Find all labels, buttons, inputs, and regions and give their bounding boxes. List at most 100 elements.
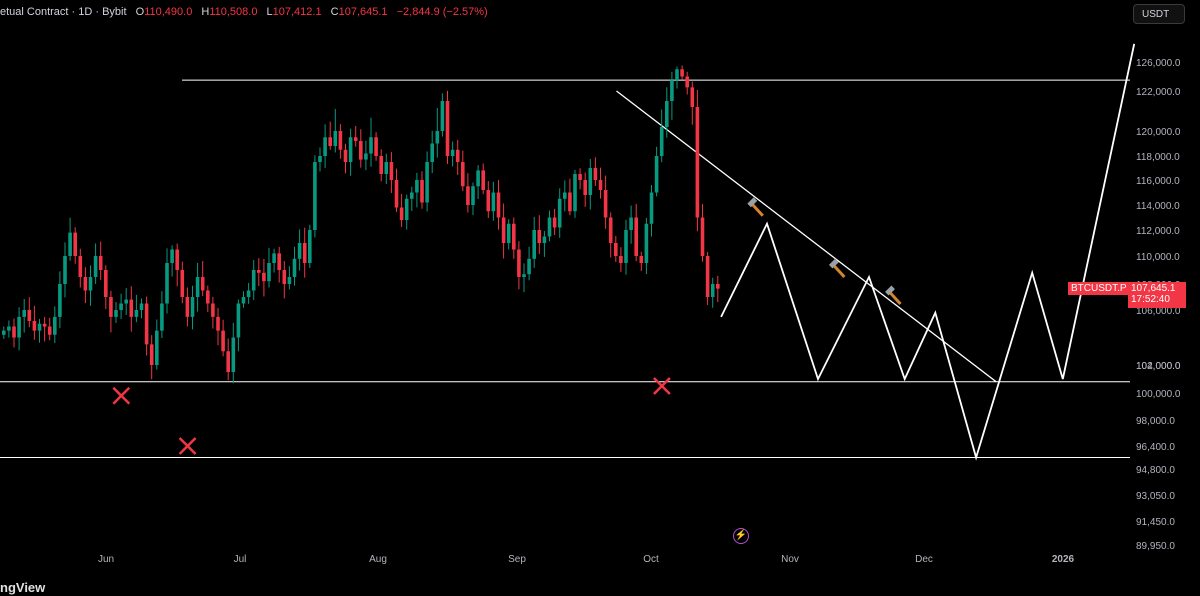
price-axis-label: 120,000.0	[1136, 127, 1181, 138]
close-value: 107,645.1	[338, 6, 388, 18]
candle	[175, 243, 179, 287]
candle-body	[257, 270, 261, 273]
candle-body	[665, 101, 669, 127]
candle	[297, 229, 302, 271]
candle	[17, 307, 21, 351]
candle	[226, 338, 230, 381]
candle	[241, 291, 246, 308]
candle-body	[445, 101, 450, 156]
candle-body	[313, 162, 317, 230]
candle-body	[2, 330, 6, 335]
candle-body	[53, 316, 57, 335]
candle-body	[353, 137, 358, 141]
candle-body	[221, 330, 225, 352]
candle	[129, 286, 134, 332]
price-axis-label: 104,000.0	[1136, 361, 1181, 372]
candle	[348, 128, 353, 176]
hammer-icon	[828, 258, 846, 279]
candle-body	[522, 274, 526, 277]
cross-stroke	[653, 377, 671, 395]
candle	[619, 247, 623, 272]
candle-body	[98, 256, 103, 270]
candle	[42, 316, 47, 342]
candle	[216, 307, 220, 346]
candle	[476, 165, 480, 200]
candle-body	[440, 101, 445, 131]
candle	[302, 227, 307, 278]
candle-body	[685, 76, 689, 88]
low-label: L	[266, 6, 273, 18]
candle	[262, 258, 266, 297]
candle	[353, 125, 358, 147]
candle	[379, 149, 383, 182]
candle	[200, 260, 205, 297]
candle-body	[471, 186, 475, 205]
candle-body	[246, 290, 251, 297]
candle-body	[73, 232, 77, 256]
candle	[22, 298, 26, 333]
candle	[27, 297, 32, 328]
candle	[512, 217, 516, 259]
candle	[272, 248, 276, 273]
candle	[690, 81, 695, 125]
hammer-handle	[832, 263, 846, 279]
candle	[450, 141, 455, 167]
candle	[629, 205, 633, 244]
candle	[420, 171, 424, 209]
lightning-icon[interactable]: ⚡	[733, 528, 749, 544]
footer-brand: ngView	[0, 580, 46, 595]
cross-marker	[653, 377, 671, 395]
candle	[267, 247, 271, 288]
candle	[552, 208, 557, 236]
trendline-layer	[616, 90, 997, 383]
currency-button[interactable]: USDT	[1133, 4, 1185, 24]
candle	[593, 157, 598, 186]
candle-body	[338, 131, 343, 150]
candle	[440, 93, 445, 137]
candle	[588, 158, 593, 210]
candle-body	[404, 198, 409, 220]
hammer-icon	[747, 197, 764, 217]
candle-body	[420, 180, 424, 203]
candle	[139, 298, 144, 319]
cross-marker	[178, 437, 197, 455]
candle-body	[297, 243, 302, 259]
open-label: O	[135, 6, 145, 18]
price-axis-label: 102,000.0	[1136, 361, 1181, 372]
candle-body	[83, 277, 88, 291]
candle-body	[552, 217, 557, 228]
candle-body	[226, 351, 230, 372]
candle	[104, 265, 108, 309]
candle	[644, 217, 649, 275]
candle	[695, 90, 700, 232]
time-axis-label: Sep	[508, 554, 526, 565]
candle-body	[155, 330, 159, 365]
candle-body	[144, 303, 149, 345]
candle-body	[435, 131, 440, 144]
candle-body	[119, 303, 123, 310]
candle-body	[134, 310, 139, 317]
candle	[63, 242, 67, 298]
candle-body	[659, 127, 664, 156]
ohlc-header: etual Contract · 1D · Bybit O110,490.0 H…	[0, 6, 488, 18]
candle-body	[598, 180, 603, 190]
candle-body	[359, 141, 363, 160]
candle-body	[491, 192, 496, 212]
time-axis-label: Oct	[643, 554, 659, 565]
candle	[680, 65, 684, 80]
candle	[639, 251, 644, 272]
candle-body	[211, 303, 215, 317]
price-tag-symbol: BTCUSDT.P	[1068, 282, 1130, 295]
candle-body	[563, 192, 567, 199]
candle	[119, 293, 123, 319]
candle-body	[32, 321, 37, 331]
candle-body	[149, 344, 154, 365]
candle	[58, 271, 62, 329]
candle-body	[195, 277, 200, 297]
candle	[180, 261, 185, 304]
candle-body	[379, 156, 383, 174]
candle	[415, 172, 419, 208]
candle	[287, 266, 292, 290]
candle	[47, 317, 52, 341]
